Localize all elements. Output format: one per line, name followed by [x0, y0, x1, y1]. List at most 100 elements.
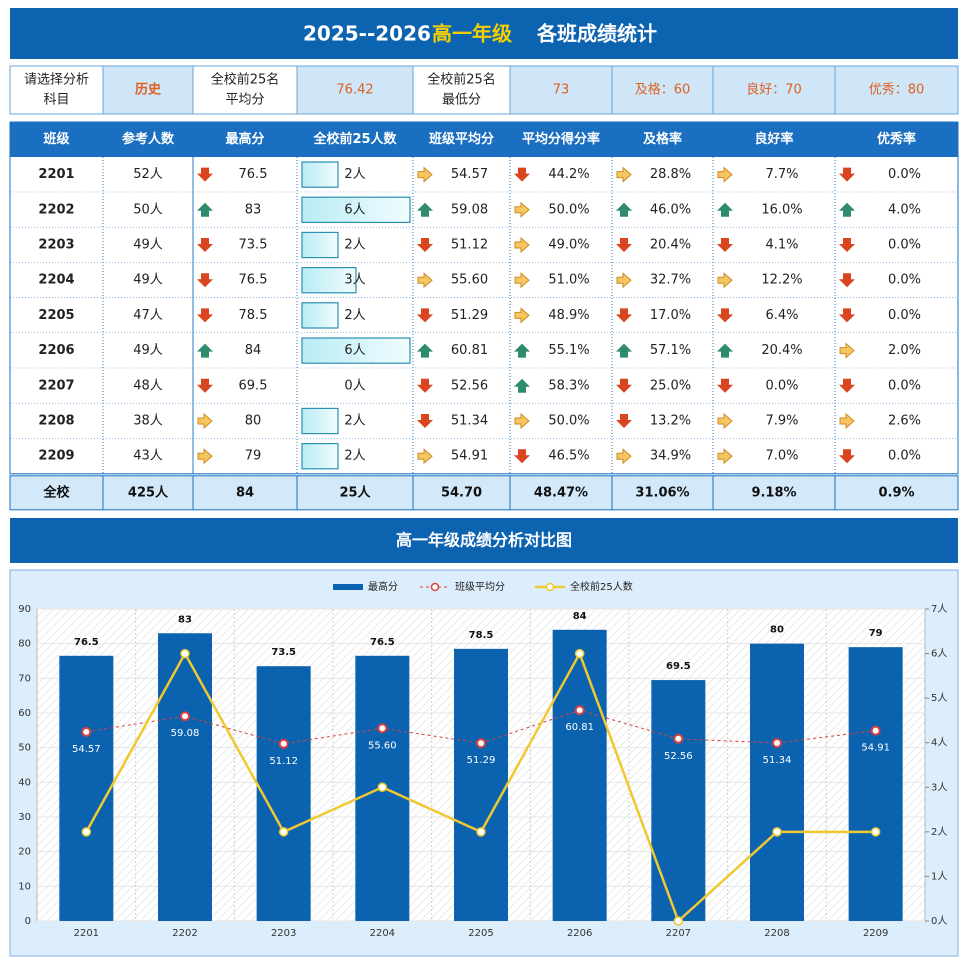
point-label: 51.34 — [763, 755, 792, 766]
total-cell: 84 — [236, 485, 254, 500]
cell: 79 — [245, 449, 262, 464]
data-bar — [301, 196, 411, 223]
cell: 0.0% — [765, 378, 798, 393]
cell: 52.56 — [451, 378, 488, 393]
title-bar — [10, 8, 958, 59]
cell: 2.0% — [888, 343, 921, 358]
icon-right — [616, 272, 632, 289]
icon-up — [717, 202, 733, 217]
cell: 6.4% — [765, 308, 798, 323]
cell: 2204 — [38, 273, 74, 288]
table-header — [10, 122, 958, 157]
cell: 55.1% — [548, 343, 589, 358]
point — [278, 738, 289, 749]
cell: 2206 — [38, 343, 74, 358]
cell: 76.5 — [239, 167, 268, 182]
point — [476, 738, 486, 749]
table-row — [10, 157, 958, 193]
column-header: 参考人数 — [122, 131, 175, 147]
cell: 0.0% — [888, 273, 921, 288]
filter-cell — [102, 65, 194, 115]
icon-right — [417, 448, 433, 465]
point-label: 59.08 — [171, 728, 200, 739]
cell: 2人 — [344, 308, 365, 323]
cell: 48人 — [133, 378, 163, 393]
icon-down — [417, 414, 433, 428]
total-cell: 31.06% — [635, 485, 689, 500]
point — [81, 827, 92, 837]
cell: 0人 — [344, 378, 365, 393]
cell: 2人 — [344, 449, 365, 464]
filter-cell — [611, 65, 714, 115]
cell: 25.0% — [650, 378, 691, 393]
filter-label: 平均分 — [225, 93, 264, 108]
icon-right — [616, 166, 632, 183]
point — [81, 726, 92, 737]
icon-right — [417, 166, 433, 183]
bar-label: 76.5 — [370, 637, 395, 648]
legend-label: 最高分 — [368, 580, 398, 593]
cell: 12.2% — [761, 273, 802, 288]
icon-down — [417, 238, 433, 252]
icon-down — [514, 167, 530, 182]
point-label: 51.12 — [269, 756, 298, 767]
icon-down — [839, 273, 855, 288]
icon-right — [514, 272, 530, 289]
y2-tick-label: 0人 — [931, 915, 947, 927]
icon-right — [514, 236, 530, 254]
cell: 49.0% — [548, 238, 589, 253]
legend-marker — [545, 582, 555, 592]
table-row — [10, 192, 958, 228]
cell: 58.3% — [548, 378, 589, 393]
icon-up — [197, 343, 213, 358]
x-tick-label: 2207 — [666, 928, 691, 939]
total-cell: 425人 — [128, 484, 169, 500]
icon-right — [197, 448, 213, 465]
cell: 80 — [245, 414, 262, 429]
table-row — [10, 403, 958, 439]
point-label: 52.56 — [664, 751, 693, 762]
point-label: 60.81 — [565, 722, 594, 733]
bar-label: 84 — [573, 611, 587, 622]
cell: 4.0% — [888, 202, 921, 217]
cell: 54.57 — [451, 167, 488, 182]
data-bar — [301, 407, 339, 435]
icon-down — [839, 167, 855, 182]
column-header: 及格率 — [643, 131, 682, 147]
cell: 0.0% — [888, 167, 921, 182]
filter-label: 全校前25名 — [427, 72, 496, 88]
icon-up — [514, 343, 530, 358]
data-bar — [301, 337, 411, 364]
cell: 46.0% — [650, 202, 691, 217]
table-row — [10, 438, 958, 474]
icon-down — [839, 378, 855, 393]
point-label: 54.57 — [72, 744, 101, 755]
bar — [454, 648, 508, 921]
cell: 2207 — [38, 378, 74, 393]
icon-down — [197, 167, 213, 182]
filter-value: 及格：60 — [635, 82, 691, 98]
icon-up — [417, 343, 433, 358]
icon-up — [197, 202, 213, 217]
cell: 0.0% — [888, 449, 921, 464]
icon-down — [839, 449, 855, 464]
y-tick-label: 60 — [18, 708, 31, 719]
point-label: 55.60 — [368, 740, 397, 751]
cell: 78.5 — [239, 308, 268, 323]
cell: 52人 — [133, 167, 163, 182]
table-frame — [9, 121, 959, 475]
chart-title-bar — [10, 518, 958, 563]
cell: 57.1% — [650, 343, 691, 358]
icon-down — [839, 238, 855, 252]
cell: 2203 — [38, 238, 74, 253]
bar-label: 73.5 — [271, 647, 296, 658]
column-header: 全校前25人数 — [312, 131, 397, 147]
y2-tick-label: 6人 — [931, 648, 947, 660]
cell: 54.91 — [451, 449, 488, 464]
column-header: 良好率 — [754, 131, 793, 147]
bar-label: 80 — [770, 625, 784, 636]
cell: 7.0% — [765, 449, 798, 464]
cell: 7.9% — [765, 414, 798, 429]
title-year: 2025--2026 — [303, 22, 431, 46]
data-bar — [301, 231, 339, 259]
